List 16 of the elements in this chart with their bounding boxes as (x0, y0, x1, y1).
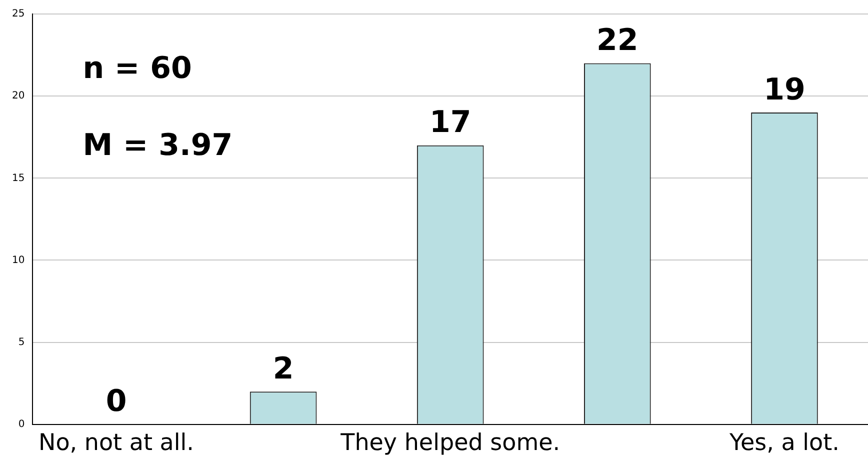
x-tick-label: They helped some. (340, 430, 560, 456)
x-tick-label: Yes, a lot. (728, 430, 840, 456)
y-tick-label: 25 (12, 8, 25, 20)
data-label: 22 (596, 23, 638, 58)
data-label: 0 (106, 384, 127, 420)
data-label: 2 (272, 351, 294, 386)
x-tick-label: No, not at all. (38, 430, 194, 456)
y-tick-label: 5 (18, 336, 25, 348)
y-tick-label: 20 (12, 90, 25, 102)
annotation: n = 60 (82, 50, 192, 86)
annotation: M = 3.97 (82, 128, 233, 163)
y-tick-label: 15 (12, 172, 25, 184)
y-tick-label: 10 (12, 254, 25, 266)
y-tick-label: 0 (18, 418, 25, 430)
data-label: 17 (429, 105, 472, 140)
data-label: 19 (764, 72, 806, 108)
